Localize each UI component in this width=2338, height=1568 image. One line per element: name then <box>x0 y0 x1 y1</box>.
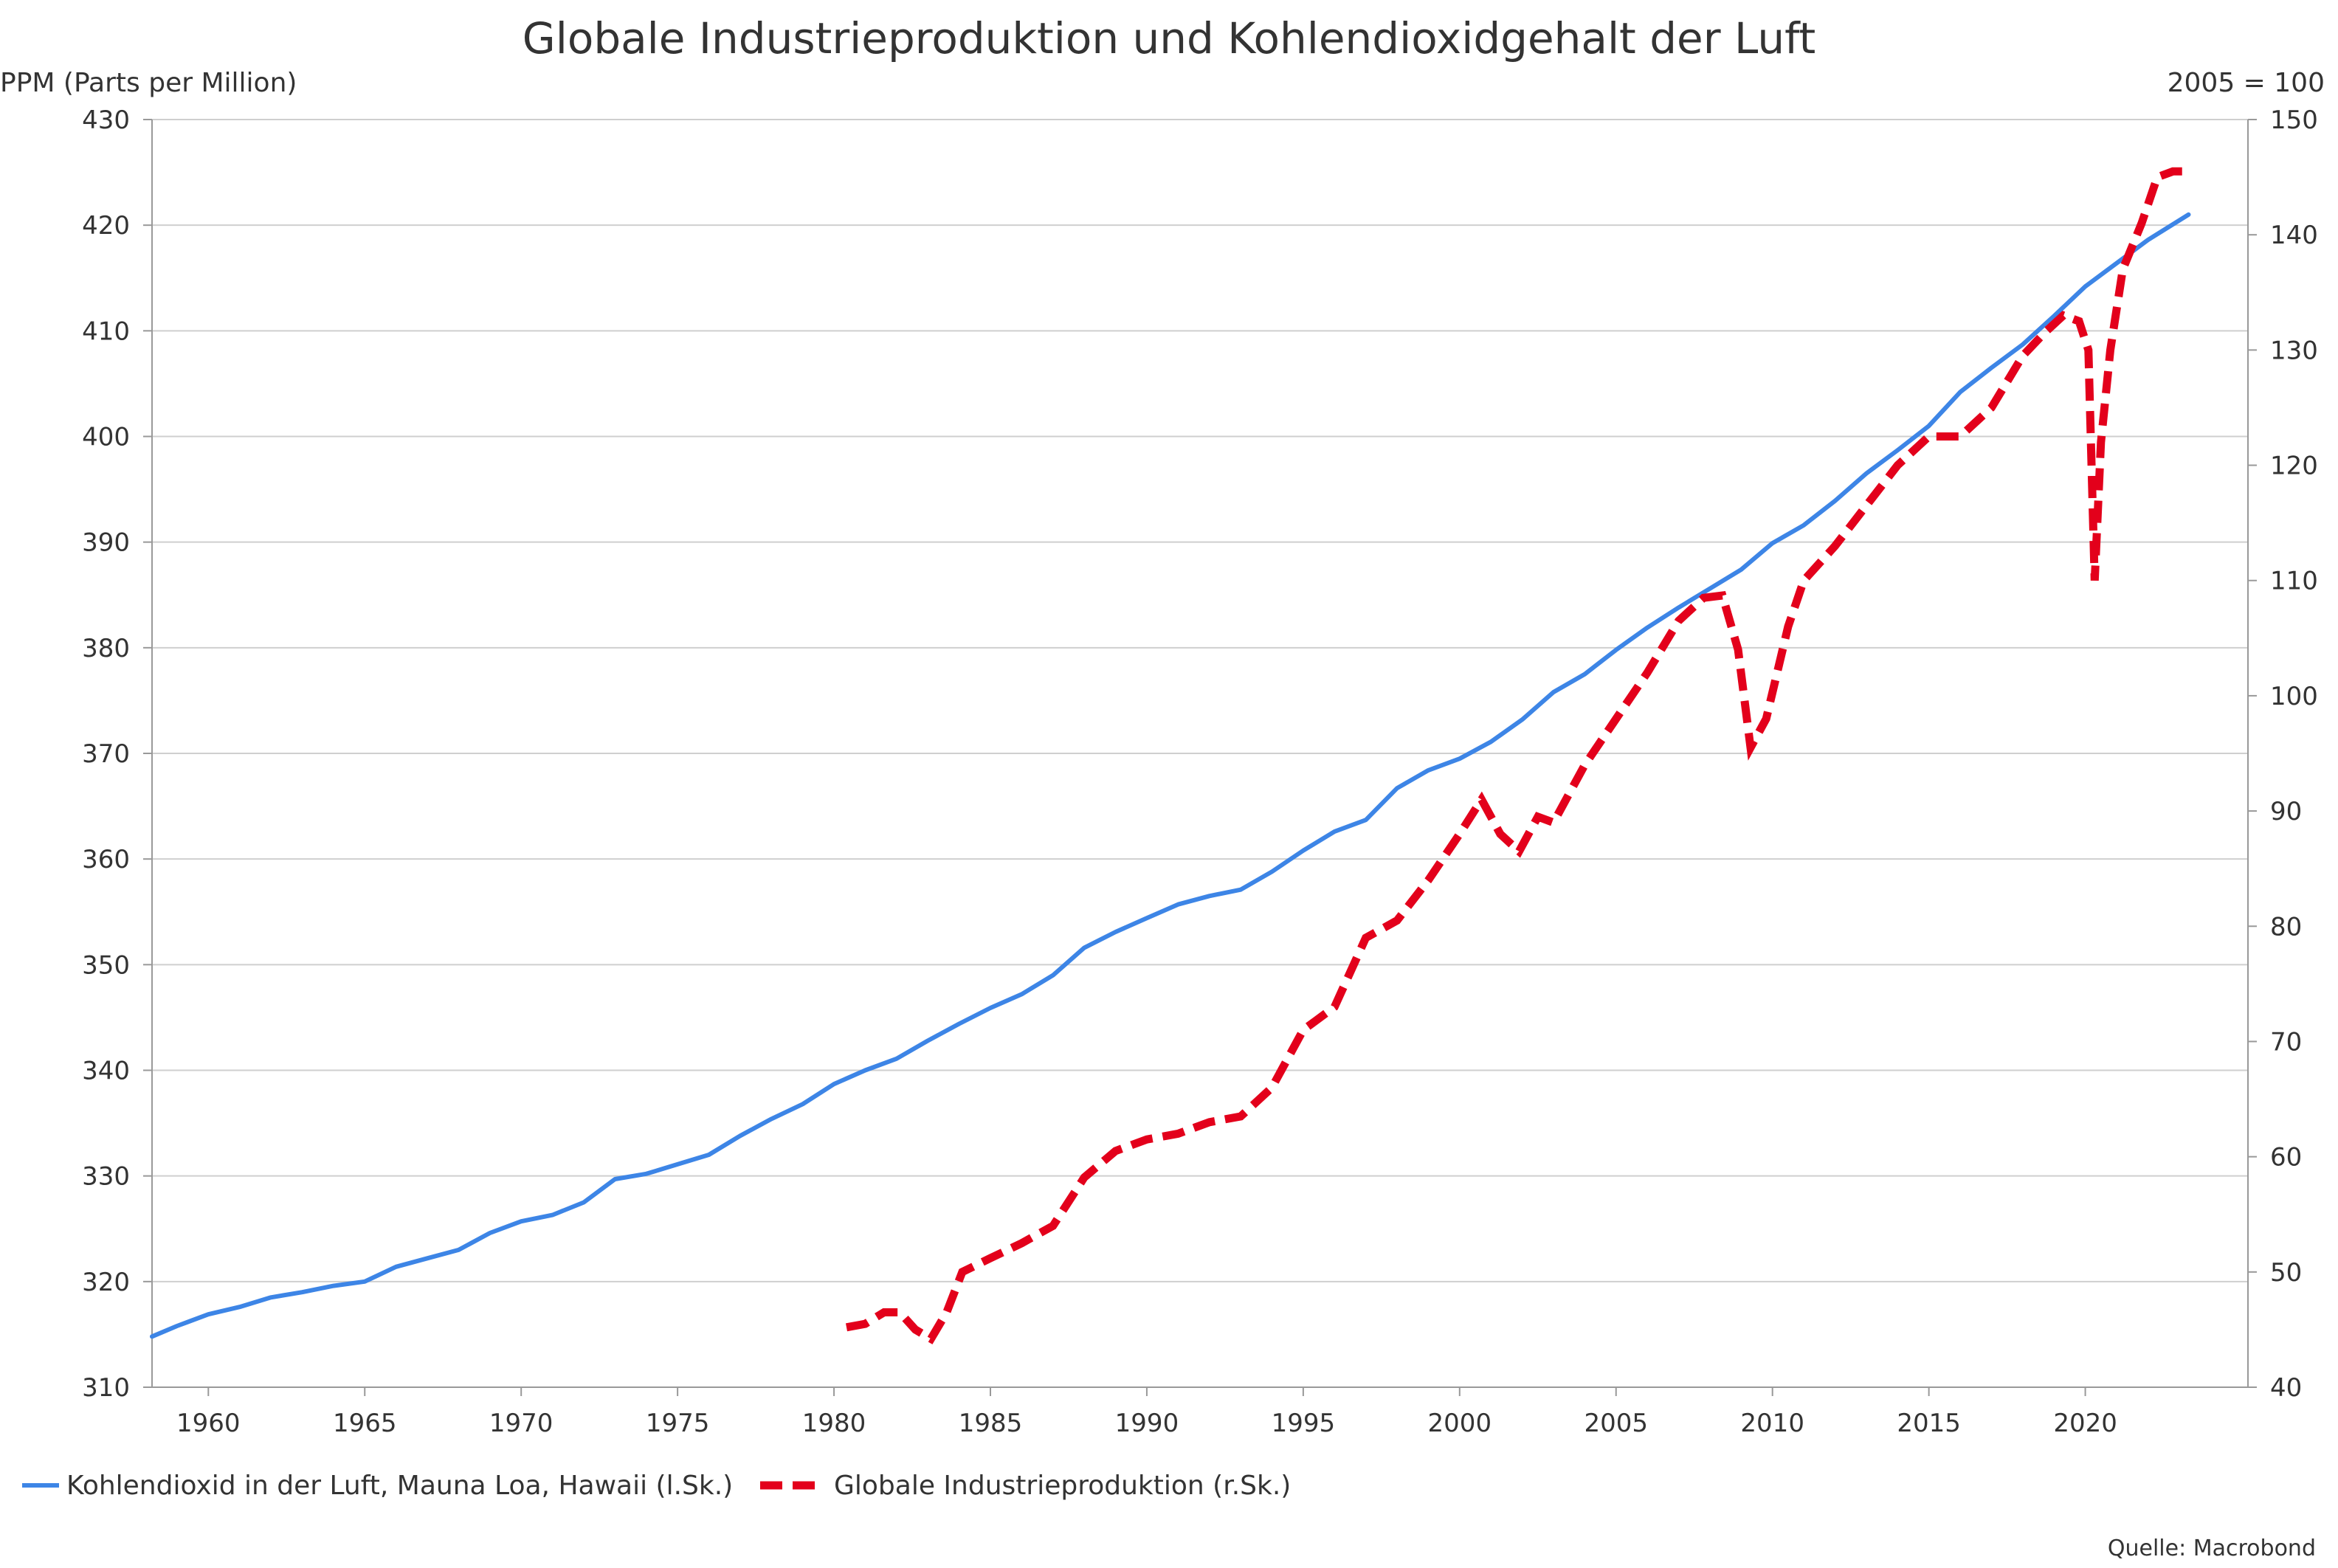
right-tick-label: 80 <box>2270 912 2302 942</box>
right-tick-label: 140 <box>2270 221 2318 250</box>
right-tick-label: 130 <box>2270 336 2318 365</box>
left-tick-label: 310 <box>82 1373 130 1403</box>
x-tick-label: 2020 <box>2053 1409 2117 1438</box>
x-tick-label: 2005 <box>1584 1409 1648 1438</box>
left-tick-label: 390 <box>82 528 130 558</box>
left-tick-label: 410 <box>82 317 130 346</box>
x-tick-label: 1975 <box>646 1409 710 1438</box>
left-tick-label: 350 <box>82 950 130 980</box>
left-tick-label: 330 <box>82 1162 130 1192</box>
x-axis-ticks: 1960 1965 1970 1975 1980 1985 1990 1995 2000 2005… <box>176 1387 2117 1438</box>
left-tick-label: 360 <box>82 845 130 874</box>
series-line-co2 <box>150 212 2191 1339</box>
left-tick-label: 320 <box>82 1268 130 1297</box>
series-line-industrial-production <box>845 167 2189 1344</box>
right-tick-label: 60 <box>2270 1143 2302 1172</box>
x-tick-label: 1985 <box>959 1409 1023 1438</box>
x-tick-label: 1990 <box>1115 1409 1179 1438</box>
left-tick-label: 400 <box>82 423 130 452</box>
left-tick-label: 430 <box>82 106 130 135</box>
grid-lines <box>152 119 2248 1388</box>
left-tick-label: 340 <box>82 1057 130 1086</box>
right-tick-label: 150 <box>2270 106 2318 135</box>
x-tick-label: 1995 <box>1272 1409 1336 1438</box>
x-tick-label: 1970 <box>489 1409 554 1438</box>
chart-title: Globale Industrieproduktion und Kohlendi… <box>523 13 1815 63</box>
x-tick-label: 2015 <box>1897 1409 1961 1438</box>
left-axis-unit-label: PPM (Parts per Million) <box>0 68 297 98</box>
right-tick-label: 120 <box>2270 452 2318 481</box>
x-tick-label: 2010 <box>1740 1409 1804 1438</box>
legend: Kohlendioxid in der Luft, Mauna Loa, Haw… <box>22 1471 1291 1501</box>
right-tick-label: 70 <box>2270 1027 2302 1057</box>
x-tick-label: 2000 <box>1428 1409 1492 1438</box>
left-tick-label: 380 <box>82 634 130 663</box>
x-tick-label: 1960 <box>176 1409 241 1438</box>
right-tick-label: 50 <box>2270 1258 2302 1288</box>
legend-label-co2: Kohlendioxid in der Luft, Mauna Loa, Haw… <box>66 1471 733 1501</box>
right-tick-label: 100 <box>2270 682 2318 711</box>
source-note: Quelle: Macrobond <box>2108 1536 2316 1561</box>
right-tick-label: 40 <box>2270 1373 2302 1403</box>
left-tick-label: 420 <box>82 211 130 241</box>
x-tick-label: 1965 <box>333 1409 397 1438</box>
left-tick-label: 370 <box>82 739 130 769</box>
x-tick-label: 1980 <box>802 1409 866 1438</box>
legend-label-industrial-production: Globale Industrieproduktion (r.Sk.) <box>834 1471 1291 1501</box>
right-tick-label: 90 <box>2270 797 2302 826</box>
right-axis-unit-label: 2005 = 100 <box>2168 68 2325 98</box>
series-lines <box>150 167 2191 1344</box>
right-tick-label: 110 <box>2270 567 2318 596</box>
left-axis-ticks: 310 320 330 340 350 360 370 380 390 400 410 420 430 <box>82 106 152 1403</box>
right-axis-ticks: 40 50 60 70 80 90 100 110 120 130 140 150 <box>2248 106 2318 1403</box>
